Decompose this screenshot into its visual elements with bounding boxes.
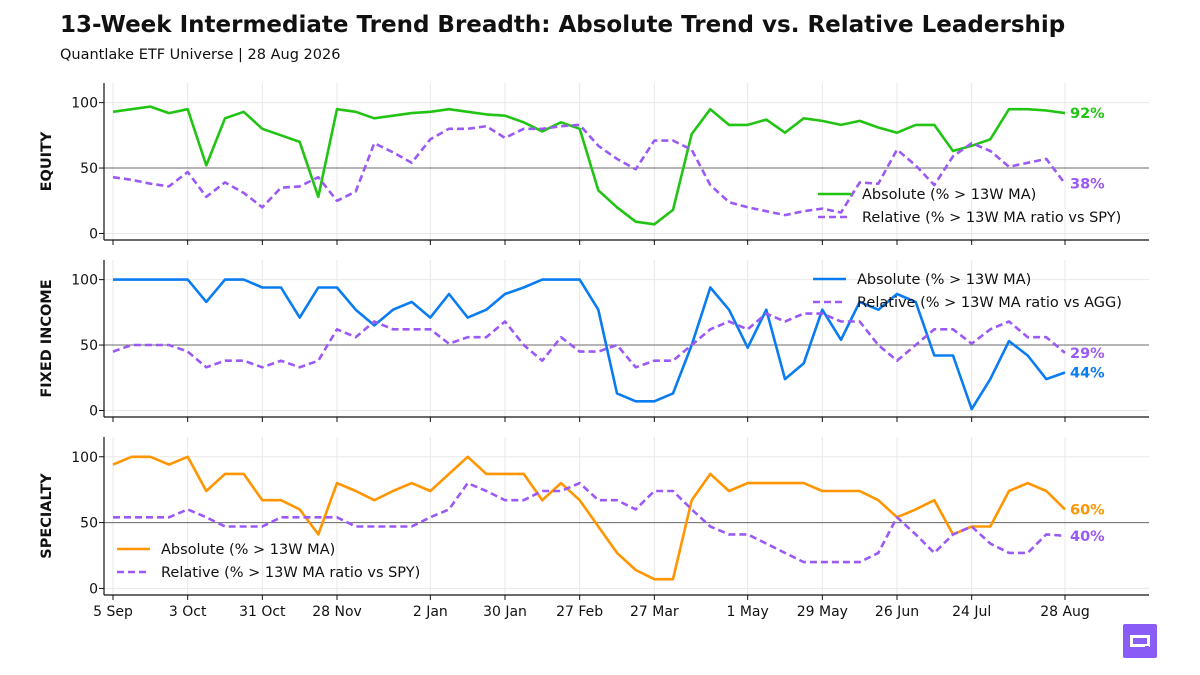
y-tick-label: 0: [89, 226, 98, 242]
end-label-relative: 29%: [1070, 346, 1105, 362]
y-tick-label: 100: [71, 273, 98, 289]
series-line-relative: [112, 123, 1067, 217]
x-tick-label: 24 Jul: [952, 604, 991, 620]
series-line-relative: [112, 312, 1066, 369]
panel-label-fixed_income: FIXED INCOME: [39, 279, 55, 397]
x-tick-label: 28 Aug: [1040, 604, 1090, 620]
y-tick-label: 50: [80, 516, 98, 532]
end-label-absolute: 92%: [1070, 106, 1105, 122]
series-line-absolute: [112, 455, 1066, 581]
x-tick-label: 5 Sep: [93, 604, 133, 620]
quantlake-logo-icon: [1123, 624, 1157, 658]
series-line-absolute: [112, 105, 1066, 226]
x-tick-label: 3 Oct: [169, 604, 207, 620]
y-tick-label: 50: [80, 161, 98, 177]
panel-fixed_income: 0 50 100 FIXED INCOME 29% 44% Absolute (% > 13…: [39, 260, 1149, 422]
legend-label: Absolute (% > 13W MA): [161, 542, 335, 558]
x-tick-label: 31 Oct: [239, 604, 286, 620]
y-tick-label: 50: [80, 338, 98, 354]
end-label-absolute: 60%: [1070, 502, 1105, 518]
legend: Absolute (% > 13W MA) Relative (% > 13W M…: [818, 187, 1121, 226]
x-tick-label: 26 Jun: [875, 604, 919, 620]
series-line-absolute: [113, 278, 1066, 411]
end-label-relative: 40%: [1070, 529, 1105, 545]
series-line-relative: [113, 481, 1066, 564]
legend-label: Relative (% > 13W MA ratio vs SPY): [161, 565, 420, 581]
chart-title: 13-Week Intermediate Trend Breadth: Abso…: [60, 12, 1066, 38]
legend-label: Absolute (% > 13W MA): [862, 187, 1036, 203]
x-tick-label: 28 Nov: [312, 604, 362, 620]
panel-equity: 0 50 100 EQUITY 92% 38% Absolute (% > 13W MA) R…: [39, 83, 1149, 245]
x-tick-label: 1 May: [727, 604, 769, 620]
end-label-absolute: 44%: [1070, 366, 1105, 382]
legend-label: Relative (% > 13W MA ratio vs SPY): [862, 210, 1121, 226]
panel-specialty: 0 50 100 5 Sep 3 Oct 31 Oct 28 Nov 2 Jan 30 Jan 2…: [39, 437, 1149, 620]
y-tick-label: 100: [71, 450, 98, 466]
legend: Absolute (% > 13W MA) Relative (% > 13W M…: [117, 542, 420, 581]
end-label-relative: 38%: [1070, 177, 1105, 193]
x-tick-label: 29 May: [797, 604, 848, 620]
legend-label: Relative (% > 13W MA ratio vs AGG): [857, 295, 1122, 311]
y-tick-label: 0: [89, 581, 98, 597]
y-tick-label: 0: [89, 403, 98, 419]
y-tick-label: 100: [71, 96, 98, 112]
panel-label-equity: EQUITY: [39, 131, 55, 191]
x-tick-label: 2 Jan: [413, 604, 448, 620]
x-tick-label: 27 Mar: [630, 604, 679, 620]
legend: Absolute (% > 13W MA) Relative (% > 13W M…: [813, 272, 1122, 311]
chart-subtitle: Quantlake ETF Universe | 28 Aug 2026: [60, 47, 341, 63]
x-tick-label: 27 Feb: [556, 604, 603, 620]
legend-label: Absolute (% > 13W MA): [857, 272, 1031, 288]
x-tick-label: 30 Jan: [483, 604, 527, 620]
panel-label-specialty: SPECIALTY: [39, 473, 55, 559]
